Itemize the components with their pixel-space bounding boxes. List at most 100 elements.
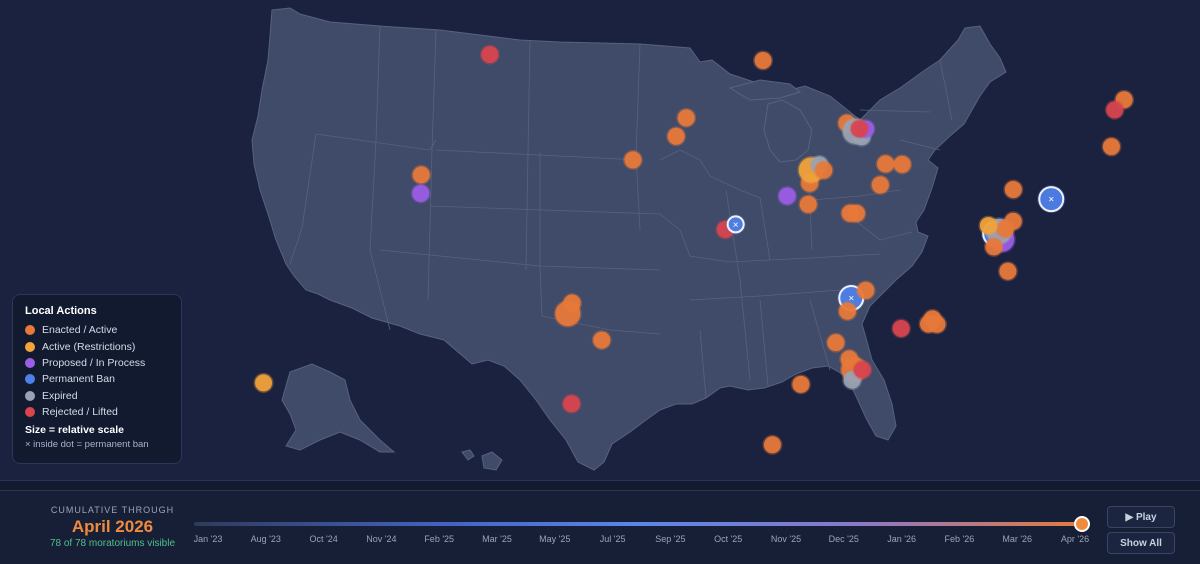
timeline-slider-thumb[interactable] — [1074, 516, 1090, 532]
marker-restrictions[interactable] — [253, 372, 274, 393]
marker-dot[interactable] — [1038, 186, 1065, 213]
marker-enacted[interactable] — [666, 126, 687, 147]
timeline-tick[interactable]: Jul '25 — [599, 534, 626, 544]
marker-dot[interactable] — [799, 195, 817, 213]
marker-enacted[interactable] — [846, 203, 867, 224]
play-button[interactable]: ▶ Play — [1107, 506, 1175, 528]
marker-dot[interactable] — [827, 334, 845, 352]
marker-dot[interactable] — [892, 319, 910, 337]
timeline-tick[interactable]: Sep '25 — [655, 534, 686, 544]
timeline-tick[interactable]: Mar '26 — [1002, 534, 1033, 544]
marker-dot[interactable] — [999, 262, 1017, 280]
us-map[interactable]: ×××× — [0, 0, 1200, 480]
marker-dot[interactable] — [850, 120, 868, 138]
marker-dot[interactable] — [853, 361, 871, 379]
marker-enacted[interactable] — [1003, 211, 1024, 232]
timeline-slider-track[interactable] — [194, 522, 1082, 526]
show-all-button[interactable]: Show All — [1107, 532, 1175, 554]
marker-dot[interactable] — [563, 395, 581, 413]
marker-dot[interactable] — [726, 215, 745, 234]
marker-dot[interactable] — [563, 294, 581, 312]
marker-dot[interactable] — [877, 155, 895, 173]
marker-dot[interactable] — [792, 375, 810, 393]
marker-enacted[interactable] — [676, 107, 697, 128]
marker-enacted[interactable] — [997, 261, 1018, 282]
marker-rejected[interactable] — [849, 118, 870, 139]
marker-enacted[interactable] — [837, 301, 858, 322]
marker-dot[interactable] — [815, 161, 833, 179]
marker-dot[interactable] — [893, 155, 911, 173]
marker-rejected[interactable] — [852, 359, 873, 380]
marker-enacted[interactable] — [825, 332, 846, 353]
timeline-tick[interactable]: Oct '24 — [309, 534, 338, 544]
timeline-tick[interactable]: Mar '25 — [482, 534, 512, 544]
marker-enacted[interactable] — [875, 153, 896, 174]
marker-dot[interactable] — [624, 151, 642, 169]
timeline-tick[interactable]: Feb '26 — [944, 534, 975, 544]
marker-dot[interactable] — [481, 46, 499, 64]
marker-enacted[interactable] — [927, 314, 948, 335]
timeline-tick[interactable]: May '25 — [539, 534, 571, 544]
legend-dot-icon — [25, 357, 35, 368]
marker-enacted[interactable] — [813, 160, 834, 181]
marker-enacted[interactable] — [855, 280, 876, 301]
timeline-tick[interactable]: Jan '23 — [193, 534, 223, 544]
marker-dot[interactable] — [871, 176, 889, 194]
timeline-tick[interactable]: Dec '25 — [828, 534, 859, 544]
marker-layer[interactable]: ×××× — [135, 0, 1135, 455]
marker-rejected[interactable] — [561, 393, 582, 414]
timeline-tick[interactable]: Nov '24 — [366, 534, 397, 544]
timeline-tick[interactable]: Apr '26 — [1060, 534, 1090, 544]
timeline-tick[interactable]: Feb '25 — [424, 534, 455, 544]
marker-dot[interactable] — [667, 127, 685, 145]
marker-permanent[interactable]: × — [725, 214, 746, 235]
timeline-tick[interactable]: Aug '23 — [250, 534, 281, 544]
marker-dot[interactable] — [593, 331, 611, 349]
map-panel[interactable]: ×××× Local Actions Enacted / ActiveActiv… — [0, 0, 1200, 481]
marker-dot[interactable] — [412, 184, 430, 202]
marker-enacted[interactable] — [983, 236, 1004, 257]
marker-rejected[interactable] — [891, 318, 912, 339]
marker-dot[interactable] — [412, 166, 430, 184]
marker-rejected[interactable] — [1104, 99, 1125, 120]
marker-enacted[interactable] — [591, 330, 612, 351]
timeline-tick[interactable]: Jan '26 — [887, 534, 916, 544]
marker-dot[interactable] — [677, 109, 695, 127]
marker-dot[interactable] — [979, 217, 997, 235]
legend: Local Actions Enacted / Active Active (Re… — [12, 294, 182, 464]
legend-item: Active (Restrictions) — [25, 338, 169, 354]
marker-dot[interactable] — [1102, 138, 1120, 156]
legend-item-label: Enacted / Active — [42, 324, 118, 337]
marker-dot[interactable] — [1004, 212, 1022, 230]
marker-proposed[interactable] — [410, 183, 431, 204]
marker-enacted[interactable] — [411, 164, 432, 185]
marker-enacted[interactable] — [1003, 179, 1024, 200]
marker-dot[interactable] — [1004, 181, 1022, 199]
marker-enacted[interactable] — [790, 374, 811, 395]
marker-enacted[interactable] — [798, 194, 819, 215]
marker-dot[interactable] — [843, 371, 861, 389]
marker-enacted[interactable] — [622, 149, 643, 170]
marker-enacted[interactable] — [762, 434, 783, 455]
marker-dot[interactable] — [985, 238, 1003, 256]
marker-dot[interactable] — [847, 204, 865, 222]
marker-dot[interactable] — [1106, 101, 1124, 119]
marker-dot[interactable] — [778, 187, 796, 205]
marker-rejected[interactable] — [479, 44, 500, 65]
marker-enacted[interactable] — [892, 154, 913, 175]
marker-dot[interactable] — [928, 315, 946, 333]
marker-dot[interactable] — [763, 436, 781, 454]
marker-enacted[interactable] — [870, 174, 891, 195]
marker-dot[interactable] — [255, 374, 273, 392]
marker-dot[interactable] — [839, 302, 857, 320]
marker-dot[interactable] — [754, 52, 772, 70]
timeline-tick[interactable]: Nov '25 — [770, 534, 802, 544]
marker-enacted[interactable] — [1101, 136, 1122, 157]
marker-permanent[interactable]: × — [1037, 185, 1066, 214]
marker-dot[interactable] — [857, 281, 875, 299]
marker-enacted[interactable] — [562, 293, 583, 314]
marker-restrictions[interactable] — [978, 215, 999, 236]
timeline-tick[interactable]: Oct '25 — [714, 534, 743, 544]
marker-proposed[interactable] — [777, 186, 798, 207]
marker-enacted[interactable] — [753, 50, 774, 71]
